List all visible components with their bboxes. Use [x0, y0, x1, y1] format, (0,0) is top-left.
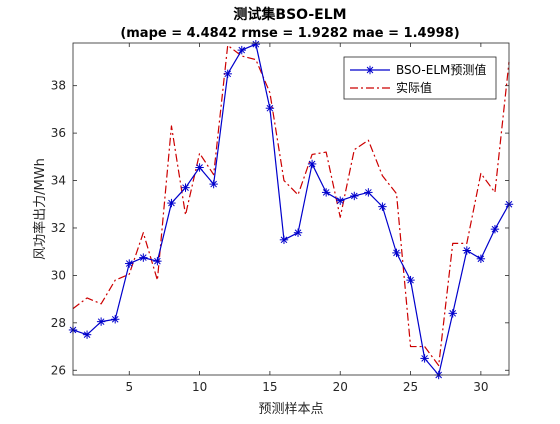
chart-title: 测试集BSO-ELM: [233, 6, 346, 23]
data-point-predicted: [110, 315, 120, 324]
y-tick-label: 28: [51, 316, 66, 330]
data-point-predicted: [462, 246, 472, 255]
legend-box: [343, 56, 497, 100]
x-tick-label: 20: [333, 380, 348, 394]
marker-stroke: [139, 254, 147, 261]
marker-stroke: [379, 203, 386, 210]
legend-star: [365, 65, 375, 75]
x-tick-label: 15: [262, 380, 277, 394]
marker-stroke: [308, 160, 316, 168]
y-tick-label: 34: [51, 174, 66, 188]
marker-stroke: [421, 355, 428, 362]
data-point-predicted: [195, 163, 204, 172]
data-point-predicted: [251, 39, 261, 49]
marker-stroke: [238, 46, 246, 54]
series-line-actual: [72, 44, 510, 367]
data-point-predicted: [350, 191, 359, 201]
marker-stroke: [125, 260, 133, 267]
marker-stroke: [449, 310, 457, 317]
data-point-predicted: [378, 202, 387, 211]
series-layer: [68, 39, 514, 380]
legend-item-actual: 实际值: [350, 80, 432, 95]
marker-stroke: [407, 276, 414, 284]
data-point-predicted: [223, 69, 232, 79]
y-tick-label: 32: [51, 221, 66, 235]
data-point-predicted: [448, 309, 457, 318]
legend-item-predicted: BSO-ELM预测值: [350, 62, 486, 77]
marker-stroke: [168, 199, 175, 207]
y-tick-label: 26: [51, 363, 66, 377]
marker-stroke: [365, 189, 372, 196]
data-point-predicted: [279, 235, 289, 245]
marker-stroke: [266, 104, 274, 112]
y-axis-label: 风功率出力/MWh: [32, 158, 48, 260]
marker-stroke: [196, 164, 203, 171]
y-tick-label: 36: [51, 126, 66, 140]
marker-stroke: [111, 315, 119, 323]
marker-stroke: [97, 318, 105, 325]
data-point-predicted: [307, 159, 317, 169]
data-point-predicted: [293, 228, 303, 237]
legend-label-predicted: BSO-ELM预测值: [396, 62, 486, 77]
data-point-predicted: [82, 330, 92, 339]
legend: BSO-ELM预测值 实际值: [343, 56, 497, 100]
data-point-predicted: [153, 256, 162, 266]
data-point-predicted: [490, 224, 500, 234]
marker-stroke: [252, 40, 260, 48]
data-point-predicted: [336, 196, 345, 205]
y-axis-ticks: 26 28 30 32 34 36 38: [51, 79, 509, 377]
data-point-predicted: [96, 317, 106, 326]
data-point-predicted: [181, 183, 190, 192]
marker-stroke: [463, 247, 471, 254]
marker-stroke: [322, 189, 330, 196]
data-point-predicted: [364, 188, 373, 197]
data-point-predicted: [321, 188, 331, 197]
marker-stroke: [294, 229, 302, 237]
marker-stroke: [366, 66, 374, 74]
data-point-predicted: [125, 259, 134, 268]
data-point-predicted: [139, 253, 148, 262]
marker-stroke: [154, 257, 161, 265]
x-axis-ticks: 5 10 15 20 25 30: [125, 43, 489, 394]
x-tick-label: 5: [125, 380, 133, 394]
marker-stroke: [491, 225, 499, 233]
data-point-predicted: [167, 198, 176, 208]
marker-stroke: [477, 255, 485, 263]
x-axis-label: 预测样本点: [258, 402, 323, 417]
marker-stroke: [83, 331, 91, 339]
y-tick-label: 30: [51, 268, 66, 282]
data-point-predicted: [392, 248, 401, 258]
marker-stroke: [210, 180, 217, 188]
marker-stroke: [182, 184, 189, 191]
marker-stroke: [280, 236, 288, 244]
marker-stroke: [224, 70, 232, 78]
legend-label-actual: 实际值: [396, 80, 432, 95]
data-point-predicted: [209, 179, 218, 189]
legend-marker-predicted: [365, 65, 375, 75]
data-point-predicted: [476, 254, 486, 263]
marker-stroke: [350, 192, 358, 200]
data-point-predicted: [265, 104, 275, 113]
data-point-predicted: [237, 45, 246, 55]
x-tick-label: 10: [192, 380, 207, 394]
x-tick-label: 25: [403, 380, 418, 394]
marker-stroke: [336, 197, 344, 205]
y-tick-label: 38: [51, 79, 66, 93]
plot-frame: [72, 42, 510, 376]
x-tick-label: 30: [473, 380, 488, 394]
data-point-predicted: [406, 275, 415, 285]
chart-subtitle: (mape = 4.4842 rmse = 1.9282 mae = 1.499…: [120, 26, 459, 41]
data-point-predicted: [420, 354, 429, 363]
marker-stroke: [393, 249, 400, 257]
